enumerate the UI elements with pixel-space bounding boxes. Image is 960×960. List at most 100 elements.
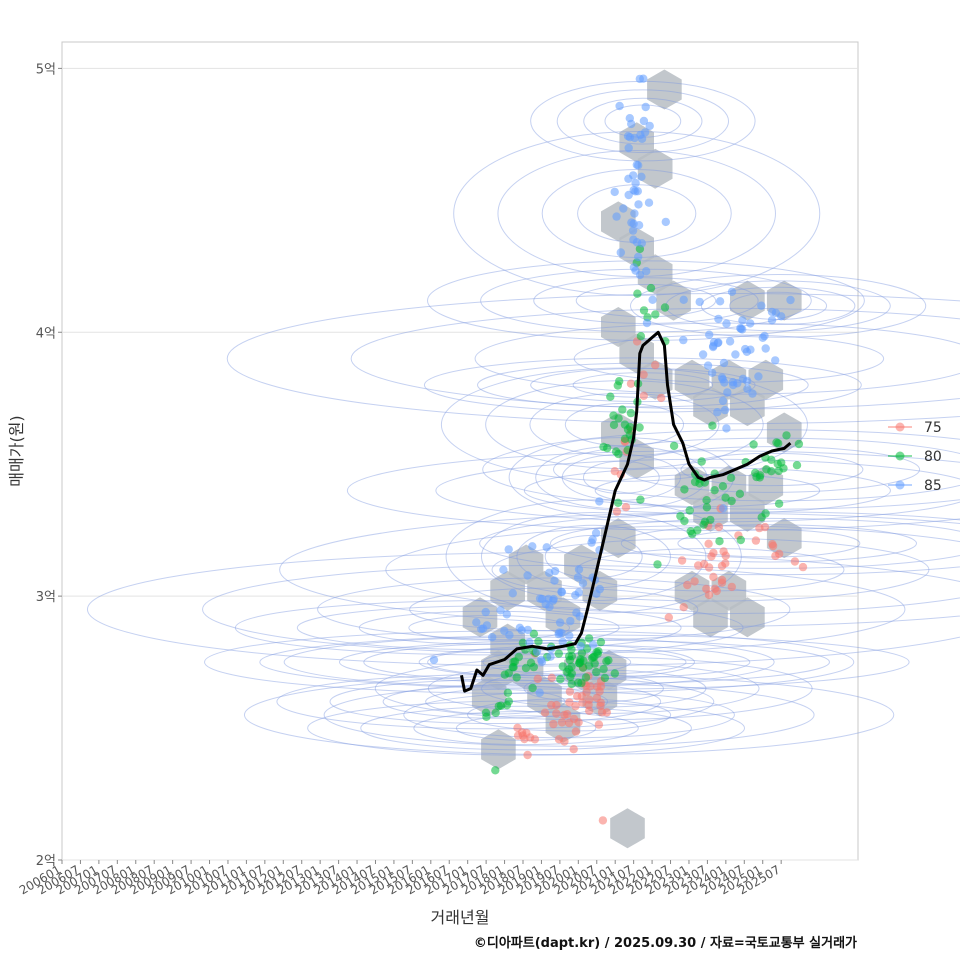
data-point-80 <box>660 303 670 312</box>
data-point-85 <box>746 319 755 328</box>
data-point-80 <box>599 442 608 452</box>
data-point-85 <box>717 373 727 382</box>
data-point-75 <box>523 750 532 760</box>
data-point-85 <box>723 388 732 397</box>
legend-item-85: 85 <box>888 478 942 494</box>
data-point-85 <box>499 565 508 574</box>
data-point-80 <box>626 408 636 418</box>
data-point-75 <box>651 360 660 370</box>
data-point-85 <box>623 132 633 141</box>
density-contour <box>491 537 930 602</box>
data-point-75 <box>677 556 687 565</box>
data-point-80 <box>518 638 528 647</box>
data-point-80 <box>504 668 513 678</box>
data-point-85 <box>592 589 601 598</box>
data-point-75 <box>626 379 636 388</box>
density-contour <box>477 362 809 408</box>
data-point-85 <box>758 333 767 342</box>
scatter-points <box>429 74 808 825</box>
density-contour <box>550 517 960 569</box>
data-point-80 <box>502 701 512 710</box>
data-point-85 <box>525 638 534 647</box>
data-point-85 <box>743 384 752 394</box>
data-point-80 <box>706 515 715 525</box>
data-point-80 <box>556 675 565 684</box>
data-point-85 <box>631 187 640 196</box>
data-point-85 <box>738 374 748 383</box>
data-point-80 <box>653 560 662 569</box>
data-point-80 <box>651 310 660 319</box>
data-point-85 <box>528 542 537 551</box>
data-point-75 <box>552 709 561 718</box>
data-point-85 <box>767 307 777 317</box>
hex-cell <box>674 570 710 611</box>
data-point-85 <box>708 368 717 377</box>
data-point-75 <box>549 719 558 729</box>
data-point-75 <box>597 708 607 717</box>
data-point-80 <box>521 663 531 673</box>
data-point-75 <box>639 391 648 400</box>
data-point-85 <box>630 209 639 218</box>
data-point-75 <box>621 503 631 512</box>
hex-cell <box>637 359 673 400</box>
density-contour <box>629 274 927 338</box>
data-point-85 <box>488 633 497 642</box>
data-point-85 <box>661 217 670 227</box>
data-point-85 <box>641 102 650 112</box>
data-point-75 <box>565 687 575 696</box>
data-point-85 <box>508 589 517 598</box>
data-point-75 <box>577 692 586 701</box>
data-point-85 <box>624 190 633 200</box>
data-point-85 <box>616 248 625 257</box>
data-point-85 <box>725 337 735 346</box>
data-point-75 <box>704 539 713 548</box>
data-point-85 <box>545 602 554 611</box>
data-point-85 <box>698 350 708 359</box>
data-point-75 <box>533 674 542 683</box>
data-point-85 <box>679 335 688 345</box>
density-contour <box>360 705 692 751</box>
data-point-85 <box>645 121 654 131</box>
data-point-85 <box>548 596 558 605</box>
data-point-80 <box>567 679 576 689</box>
data-point-85 <box>713 408 722 417</box>
data-point-75 <box>768 540 777 549</box>
x-axis: 2006012006072007012007072008012008072009… <box>17 860 783 898</box>
data-point-80 <box>777 458 786 467</box>
data-point-75 <box>612 507 622 516</box>
data-point-75 <box>610 467 619 476</box>
data-point-75 <box>664 613 673 622</box>
data-point-80 <box>757 513 766 522</box>
y-axis: 2억 3억 4억 5억 <box>36 62 62 869</box>
legend-key <box>895 451 905 461</box>
data-point-80 <box>602 657 611 666</box>
data-point-85 <box>631 178 640 188</box>
data-point-80 <box>592 667 601 677</box>
data-point-85 <box>576 641 585 651</box>
data-point-80 <box>721 493 730 502</box>
density-contour <box>583 97 703 145</box>
data-point-80 <box>592 648 601 657</box>
data-point-85 <box>496 606 505 615</box>
data-point-85 <box>705 330 714 339</box>
data-point-75 <box>657 393 666 403</box>
trend-line <box>460 330 792 693</box>
data-point-80 <box>782 431 791 440</box>
y-tick-label: 2억 <box>36 854 56 869</box>
data-point-80 <box>680 485 689 494</box>
data-point-85 <box>500 626 509 636</box>
x-axis-title: 거래년월 <box>431 908 490 927</box>
hex-cell <box>730 597 765 638</box>
data-point-80 <box>774 499 784 508</box>
density-contour <box>529 392 720 457</box>
data-point-80 <box>581 673 591 682</box>
hex-cell <box>601 518 636 559</box>
data-point-85 <box>637 134 647 143</box>
data-point-85 <box>634 200 643 209</box>
data-point-80 <box>577 648 587 658</box>
data-point-80 <box>688 529 697 539</box>
data-point-85 <box>555 618 565 627</box>
data-point-80 <box>609 411 618 420</box>
data-point-85 <box>538 594 547 604</box>
